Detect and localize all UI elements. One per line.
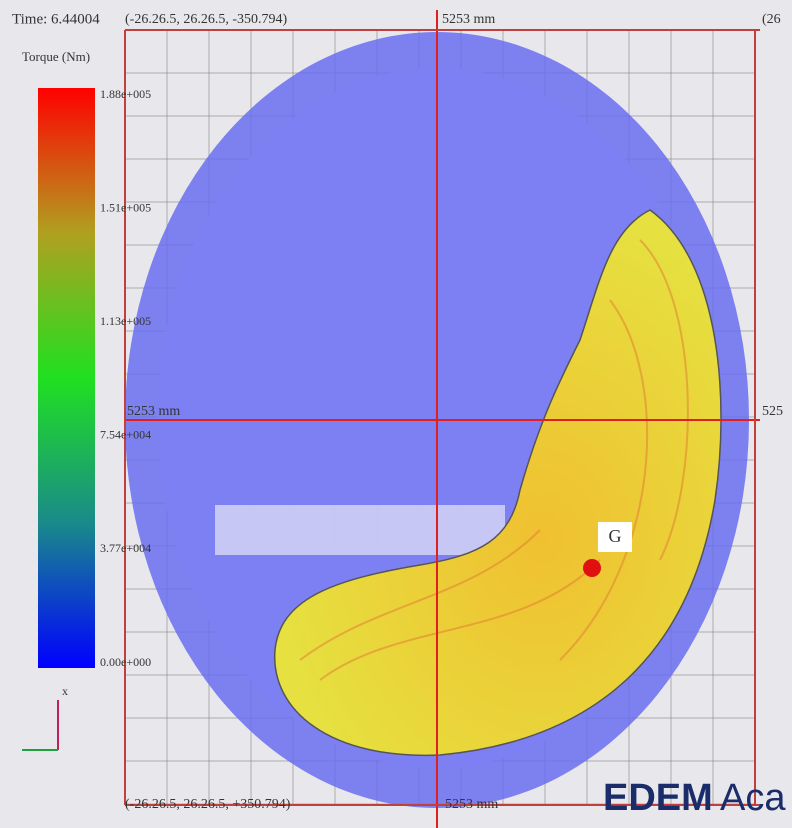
scale-label: 1.13e+005 <box>100 314 151 328</box>
axis-x-label: x <box>62 684 68 698</box>
coord-top-right: (26 <box>762 12 781 27</box>
logo-brand: EDEM <box>603 777 713 819</box>
scale-label: 0.00e+000 <box>100 655 151 669</box>
logo-suffix: Aca <box>720 777 786 819</box>
legend-title: Torque (Nm) <box>22 49 90 64</box>
simulation-view: G Time: 6.44004 Torque (Nm) 1.88e+005 1.5… <box>0 0 792 828</box>
scale-label: 1.51e+005 <box>100 200 151 214</box>
marker-label: G <box>609 526 622 546</box>
scale-label: 7.54e+004 <box>100 428 151 442</box>
coord-bottom-left: (-26.26.5, 26.26.5, +350.794) <box>125 797 291 812</box>
coord-top-center: 5253 mm <box>442 12 495 27</box>
coord-left-center: 5253 mm <box>127 404 180 419</box>
scale-label: 1.88e+005 <box>100 87 151 101</box>
center-of-gravity <box>583 559 601 577</box>
coord-top-left: (-26.26.5, 26.26.5, -350.794) <box>125 12 287 27</box>
particle-trace-region <box>215 505 505 555</box>
time-label: Time: 6.44004 <box>12 11 100 27</box>
coord-bottom-center: 5253 mm <box>445 797 498 812</box>
color-bar <box>38 88 95 668</box>
coord-right-center: 525 <box>762 404 783 419</box>
scale-label: 3.77e+004 <box>100 541 151 555</box>
